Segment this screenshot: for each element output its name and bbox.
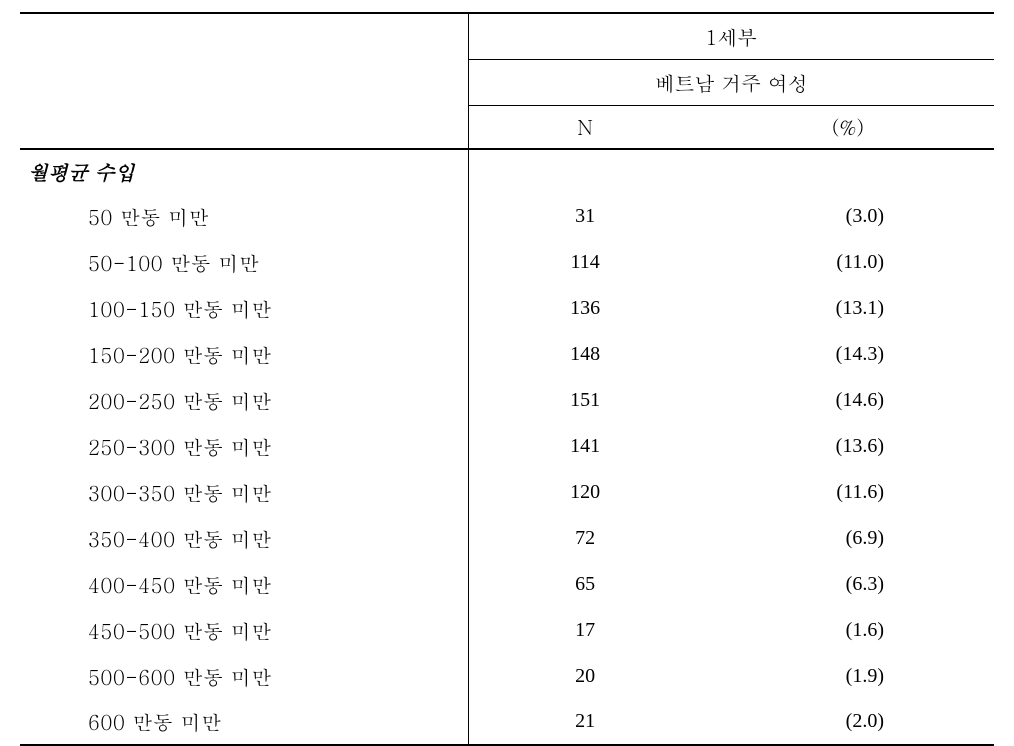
header-blank [20,13,468,59]
row-n: 17 [468,607,702,653]
row-pct: (14.3) [702,331,994,377]
row-pct: (13.1) [702,285,994,331]
row-label: 250-300 만동 미만 [20,423,468,469]
row-pct: (1.9) [702,653,994,699]
row-n: 148 [468,331,702,377]
row-label: 100-150 만동 미만 [20,285,468,331]
table-row: 500-600 만동 미만20(1.9) [20,653,994,699]
header-group-label: 1세부 [468,13,994,59]
row-pct: (6.3) [702,561,994,607]
row-label: 150-200 만동 미만 [20,331,468,377]
table-row: 600 만동 미만21(2.0) [20,699,994,745]
table-row: 50-100 만동 미만114(11.0) [20,239,994,285]
row-n: 31 [468,193,702,239]
header-col-n: N [468,105,702,149]
row-pct: (2.0) [702,699,994,745]
row-pct: (1.6) [702,607,994,653]
row-n: 114 [468,239,702,285]
header-row-2: 베트남 거주 여성 [20,59,994,105]
row-pct: (13.6) [702,423,994,469]
row-n: 120 [468,469,702,515]
section-pct-blank [702,149,994,193]
row-label: 500-600 만동 미만 [20,653,468,699]
table-row: 200-250 만동 미만151(14.6) [20,377,994,423]
row-label: 50-100 만동 미만 [20,239,468,285]
row-label: 450-500 만동 미만 [20,607,468,653]
header-blank-3 [20,105,468,149]
header-row-1: 1세부 [20,13,994,59]
row-n: 20 [468,653,702,699]
table-row: 50 만동 미만31(3.0) [20,193,994,239]
header-row-3: N (%) [20,105,994,149]
row-n: 65 [468,561,702,607]
table-row: 350-400 만동 미만72(6.9) [20,515,994,561]
row-label: 200-250 만동 미만 [20,377,468,423]
row-pct: (11.0) [702,239,994,285]
row-pct: (3.0) [702,193,994,239]
header-col-pct: (%) [702,105,994,149]
row-n: 151 [468,377,702,423]
table-row: 150-200 만동 미만148(14.3) [20,331,994,377]
row-n: 72 [468,515,702,561]
section-title: 월평균 수입 [20,149,468,193]
row-n: 21 [468,699,702,745]
row-label: 350-400 만동 미만 [20,515,468,561]
row-label: 400-450 만동 미만 [20,561,468,607]
row-pct: (11.6) [702,469,994,515]
row-pct: (14.6) [702,377,994,423]
income-table: 1세부 베트남 거주 여성 N (%) 월평균 수입 50 만동 미만31(3.… [20,12,994,746]
section-row: 월평균 수입 [20,149,994,193]
row-n: 136 [468,285,702,331]
row-label: 50 만동 미만 [20,193,468,239]
table-row: 450-500 만동 미만17(1.6) [20,607,994,653]
table-row: 100-150 만동 미만136(13.1) [20,285,994,331]
table-row: 300-350 만동 미만120(11.6) [20,469,994,515]
header-sub-label: 베트남 거주 여성 [468,59,994,105]
section-n-blank [468,149,702,193]
table-body: 1세부 베트남 거주 여성 N (%) 월평균 수입 50 만동 미만31(3.… [20,13,994,745]
row-n: 141 [468,423,702,469]
table-row: 400-450 만동 미만65(6.3) [20,561,994,607]
table-row: 250-300 만동 미만141(13.6) [20,423,994,469]
row-pct: (6.9) [702,515,994,561]
row-label: 600 만동 미만 [20,699,468,745]
row-label: 300-350 만동 미만 [20,469,468,515]
header-blank-2 [20,59,468,105]
